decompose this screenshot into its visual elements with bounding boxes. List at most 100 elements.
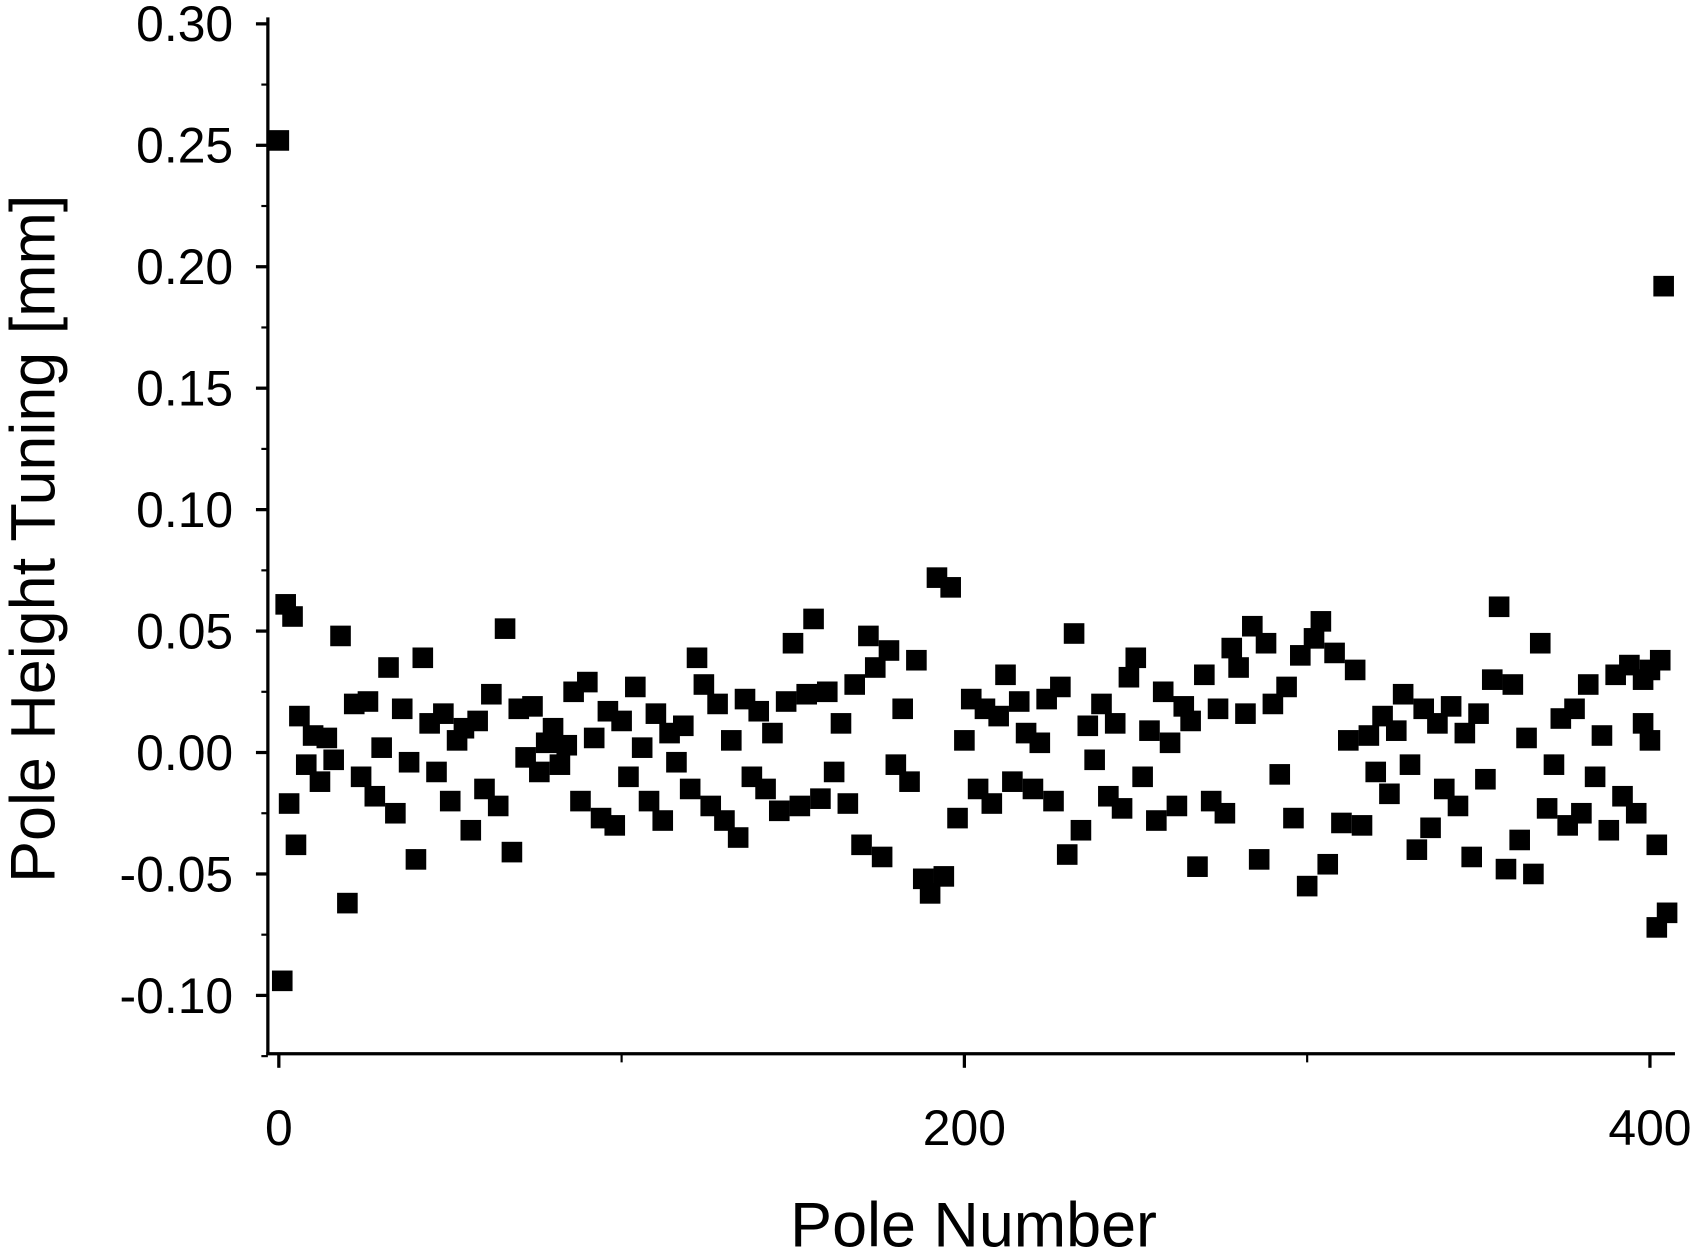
point (1221, 637, 1243, 659)
point (1577, 674, 1599, 695)
point (385, 802, 406, 824)
point (1269, 764, 1291, 785)
y-tick-label: 0.30 (136, 0, 233, 52)
point (481, 683, 502, 705)
point (1290, 645, 1311, 666)
point (693, 674, 715, 695)
point (645, 703, 667, 724)
point (549, 754, 571, 775)
point (1523, 863, 1544, 885)
point (1632, 713, 1654, 734)
point (583, 727, 605, 749)
point (789, 795, 811, 817)
point (1296, 875, 1318, 897)
point (542, 717, 564, 739)
point (1255, 632, 1277, 654)
point (1276, 676, 1297, 698)
point (1399, 754, 1421, 775)
point (707, 693, 728, 715)
point (1152, 681, 1174, 703)
point (995, 664, 1016, 686)
point (1303, 628, 1325, 649)
point (933, 866, 955, 887)
point (810, 788, 831, 809)
y-axis-title: Pole Height Tuning [mm] (0, 195, 68, 883)
y-tick-label: -0.05 (120, 846, 234, 902)
point (460, 819, 482, 841)
point (1283, 807, 1304, 829)
point (364, 785, 386, 807)
point (878, 640, 900, 661)
point (686, 647, 708, 669)
point (1166, 795, 1188, 817)
point (748, 700, 770, 722)
point (426, 761, 447, 783)
point (1104, 713, 1126, 734)
point (1091, 693, 1112, 715)
point (755, 778, 776, 800)
point (323, 749, 344, 771)
point (1111, 798, 1133, 819)
y-tick-label: 0.00 (136, 725, 233, 781)
point (1008, 691, 1030, 712)
point (906, 649, 927, 671)
point (1406, 839, 1428, 860)
point (1529, 632, 1551, 654)
point (837, 793, 859, 814)
point (282, 606, 303, 627)
point (871, 846, 893, 868)
point (529, 761, 550, 783)
point (391, 698, 413, 720)
point (782, 632, 804, 654)
point (844, 674, 865, 695)
point (570, 790, 591, 812)
point (1002, 771, 1023, 792)
point (1063, 623, 1085, 644)
point (1118, 666, 1140, 688)
point (1043, 790, 1064, 812)
point (1214, 802, 1236, 824)
point (1125, 647, 1147, 669)
point (1481, 669, 1503, 690)
point (823, 761, 845, 783)
point (1475, 768, 1496, 790)
point (1242, 615, 1263, 637)
point (522, 696, 543, 717)
point (1571, 802, 1592, 824)
point (714, 810, 735, 831)
point (1495, 858, 1517, 880)
point (433, 703, 454, 724)
point (1502, 674, 1524, 695)
point (851, 834, 872, 856)
point (954, 730, 975, 751)
point (652, 810, 674, 831)
point (271, 970, 293, 992)
point (611, 710, 632, 732)
point (631, 737, 653, 758)
x-tick-label: 0 (265, 1100, 293, 1156)
x-axis-title: Pole Number (790, 1191, 1157, 1251)
point (604, 815, 626, 836)
point (1344, 659, 1366, 681)
point (309, 771, 331, 792)
point (577, 671, 598, 693)
point (1248, 849, 1270, 870)
point (398, 751, 420, 773)
point (1392, 683, 1414, 705)
point (1317, 853, 1339, 875)
point (666, 751, 687, 773)
point (796, 683, 818, 705)
point (1159, 732, 1181, 754)
point (330, 625, 351, 647)
point (1447, 795, 1469, 817)
point (727, 827, 749, 848)
point (1056, 844, 1078, 865)
point (556, 734, 578, 756)
point (1187, 856, 1208, 877)
point (1440, 696, 1462, 717)
point (803, 608, 824, 630)
x-tick-label: 200 (923, 1100, 1006, 1156)
point (378, 657, 399, 678)
point (501, 841, 523, 863)
